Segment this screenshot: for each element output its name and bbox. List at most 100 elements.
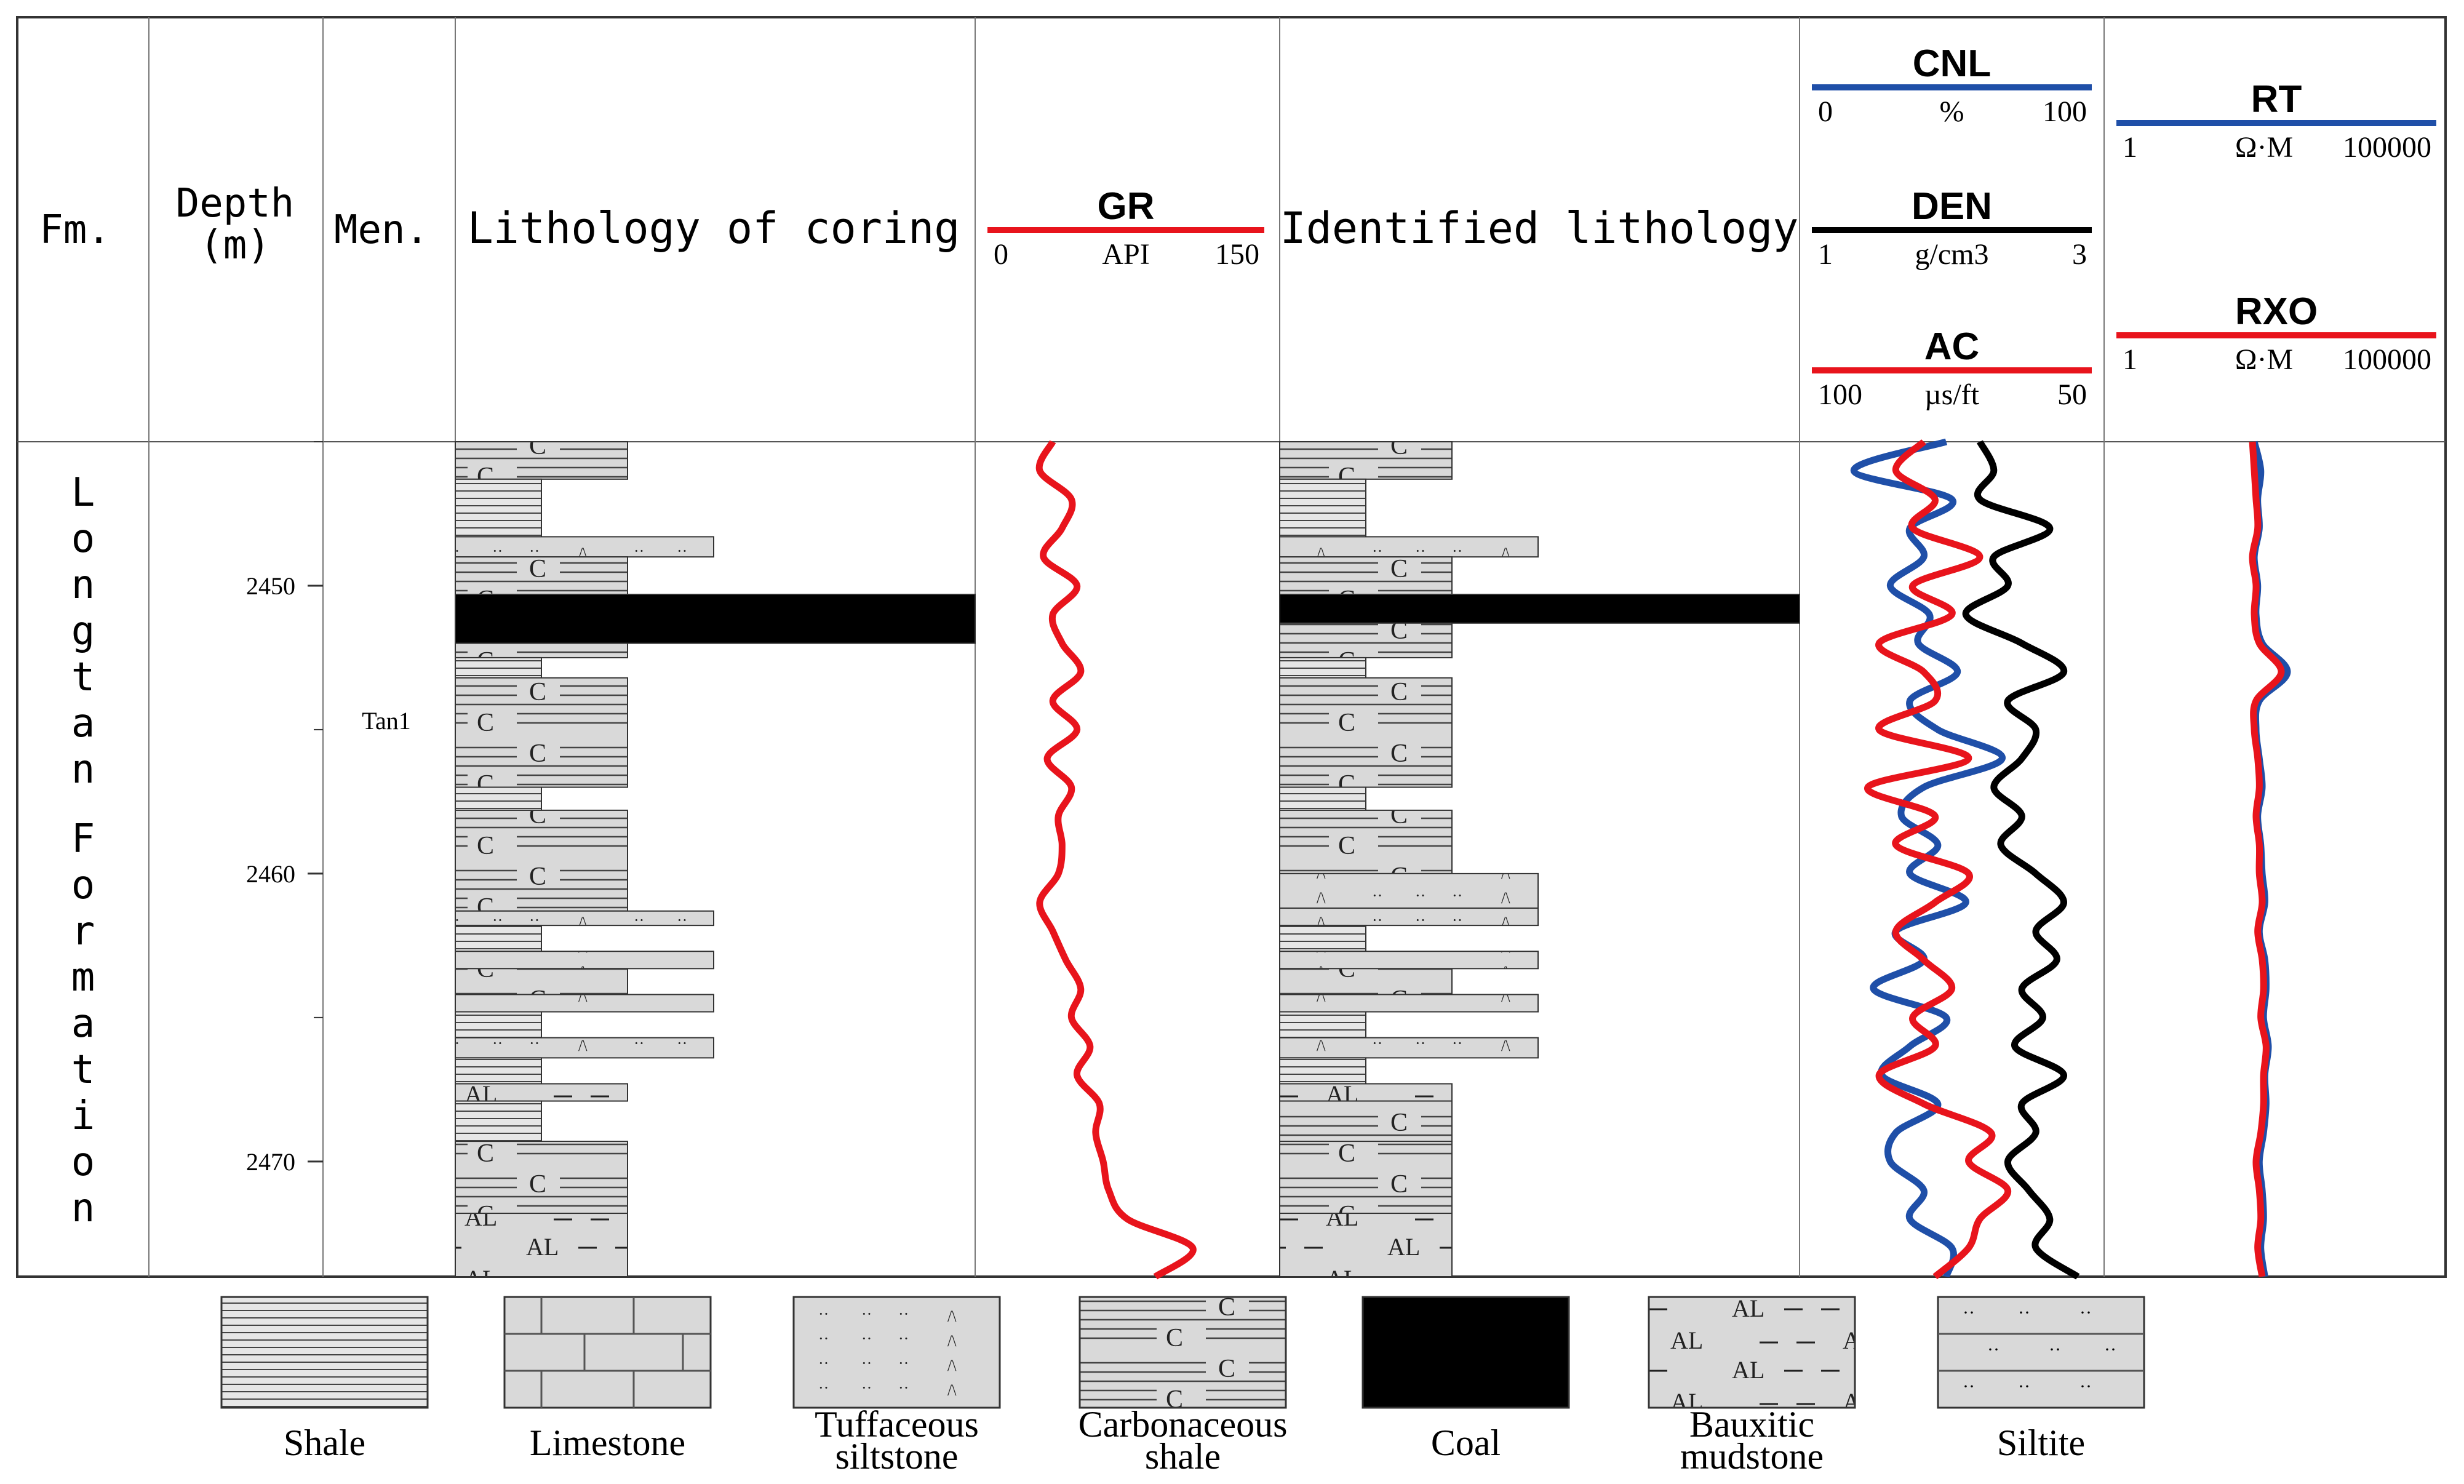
member-label: Tan1	[362, 707, 410, 735]
scale-unit: API	[1102, 238, 1149, 271]
litho-bed-carbonaceous-shale	[1279, 556, 1453, 596]
litho-bed-tuffaceous-siltstone	[1279, 1037, 1539, 1059]
legend-label: shale	[1145, 1436, 1221, 1477]
litho-bed-carbonaceous-shale	[455, 677, 628, 788]
litho-bed-carbonaceous-shale	[1279, 622, 1453, 658]
scale-min: 1	[2123, 131, 2137, 164]
legend-item-coal: Coal	[1362, 1296, 1570, 1463]
legend-label: siltstone	[835, 1436, 958, 1477]
formation-letter: a	[71, 1001, 95, 1047]
legend-swatch	[792, 1296, 1001, 1409]
litho-bed-carbonaceous-shale	[1279, 968, 1453, 995]
litho-bed-tuffaceous-siltstone	[1279, 536, 1539, 558]
curve-name: AC	[1924, 325, 1980, 368]
curve-cnl	[1850, 438, 2006, 1278]
curve-header-ac: AC 100 50 µs/ft	[1812, 325, 2092, 411]
litho-bed-tuffaceous-siltstone	[455, 536, 714, 558]
header-fm: Fm.	[39, 207, 111, 253]
litho-bed-bauxitic-mudstone	[1279, 1083, 1453, 1102]
formation-letter: t	[71, 1047, 95, 1093]
legend-label: Carbonaceous	[1078, 1404, 1288, 1445]
legend-label: Shale	[284, 1422, 365, 1463]
litho-bed-tuffaceous-siltstone	[455, 910, 714, 927]
formation-letter: g	[71, 608, 95, 654]
litho-bed-coal	[455, 594, 976, 644]
header-depth-unit: (m)	[199, 223, 271, 268]
legend-swatch	[1362, 1296, 1570, 1409]
formation-letter: L	[71, 470, 95, 516]
litho-bed-shale	[455, 656, 542, 679]
depth-tick-label: 2450	[246, 572, 295, 600]
legend-label: Coal	[1431, 1422, 1501, 1463]
chart-frame	[16, 16, 2447, 1278]
curve-name: RT	[2251, 78, 2302, 121]
scale-unit: g/cm3	[1915, 238, 1989, 271]
scale-max: 150	[1215, 238, 1259, 271]
scale-min: 1	[1818, 238, 1833, 271]
litho-bed-carbonaceous-shale	[455, 441, 628, 480]
header-identified: Identified lithology	[1280, 203, 1799, 253]
scale-min: 100	[1818, 378, 1862, 411]
curve-header-den: DEN 1 3 g/cm3	[1812, 185, 2092, 271]
litho-bed-carbonaceous-shale	[455, 642, 628, 658]
curve-den	[1962, 440, 2080, 1280]
litho-bed-carbonaceous-shale	[455, 556, 628, 596]
scale-min: 1	[2123, 343, 2137, 376]
litho-bed-shale	[1279, 656, 1366, 679]
curve-name: DEN	[1912, 185, 1992, 228]
svg-text:··: ··	[2104, 1339, 2116, 1360]
curve-ac	[1864, 439, 2011, 1280]
curve-gr	[1035, 440, 1197, 1280]
lithology-coring-column	[455, 441, 976, 1277]
log-curves	[1035, 438, 2291, 1280]
formation-letter: n	[71, 562, 95, 608]
formation-letter: F	[71, 816, 95, 862]
litho-bed-bauxitic-mudstone	[1279, 1213, 1453, 1277]
scale-max: 100000	[2343, 131, 2431, 164]
litho-bed-shale	[1279, 786, 1366, 811]
svg-text:··: ··	[2018, 1302, 2030, 1323]
litho-bed-carbonaceous-shale	[1279, 809, 1453, 874]
formation-letter: o	[71, 1139, 95, 1185]
litho-bed-shale	[455, 1057, 542, 1085]
litho-bed-tuffaceous-siltstone	[455, 994, 714, 1013]
legend-swatch	[1937, 1296, 2145, 1409]
scale-unit: Ω·M	[2235, 131, 2293, 164]
litho-bed-carbonaceous-shale	[455, 968, 628, 995]
litho-bed-shale	[1279, 925, 1366, 952]
scale-unit: µs/ft	[1924, 378, 1980, 411]
header-coring: Lithology of coring	[468, 203, 960, 253]
scale-max: 100	[2043, 95, 2087, 128]
curve-header-rt: RT 1 100000 Ω·M	[2116, 78, 2436, 164]
legend-item-silt: ·· ·· ·· ·· ·· ·· ·· ·· ·· Siltite	[1937, 1296, 2145, 1463]
column-headers: Fm. Depth (m) Men. Lithology of coring I…	[39, 181, 1798, 268]
outer-border	[16, 16, 2447, 1278]
formation-letter: n	[71, 1186, 95, 1231]
svg-text:··: ··	[2079, 1302, 2092, 1323]
litho-bed-shale	[1279, 1057, 1366, 1085]
litho-bed-tuffaceous-siltstone	[1279, 908, 1539, 927]
svg-text:··: ··	[2079, 1376, 2092, 1397]
formation-letter: a	[71, 701, 95, 746]
litho-bed-shale	[455, 786, 542, 811]
litho-bed-shale	[455, 925, 542, 952]
lithology-identified-column	[1279, 441, 1800, 1277]
svg-text:··: ··	[2018, 1376, 2030, 1397]
curve-headers: GR 0 150 API CNL 0 100% DEN 1 3 g/cm3 AC 100 50 µs/ft R…	[987, 42, 2436, 411]
litho-bed-tuffaceous-siltstone	[455, 1037, 714, 1059]
formation-letter: t	[71, 655, 95, 700]
scale-max: 3	[2072, 238, 2087, 271]
curve-header-gr: GR 0 150 API	[987, 185, 1264, 271]
litho-bed-shale	[1279, 1011, 1366, 1039]
scale-min: 0	[994, 238, 1008, 271]
scale-max: 100000	[2343, 343, 2431, 376]
litho-bed-tuffaceous-siltstone	[1279, 951, 1539, 970]
svg-text:··: ··	[1963, 1376, 1975, 1397]
formation-letter: r	[71, 909, 95, 954]
litho-bed-coal	[1279, 594, 1800, 624]
legend-label: Bauxitic	[1689, 1404, 1814, 1445]
